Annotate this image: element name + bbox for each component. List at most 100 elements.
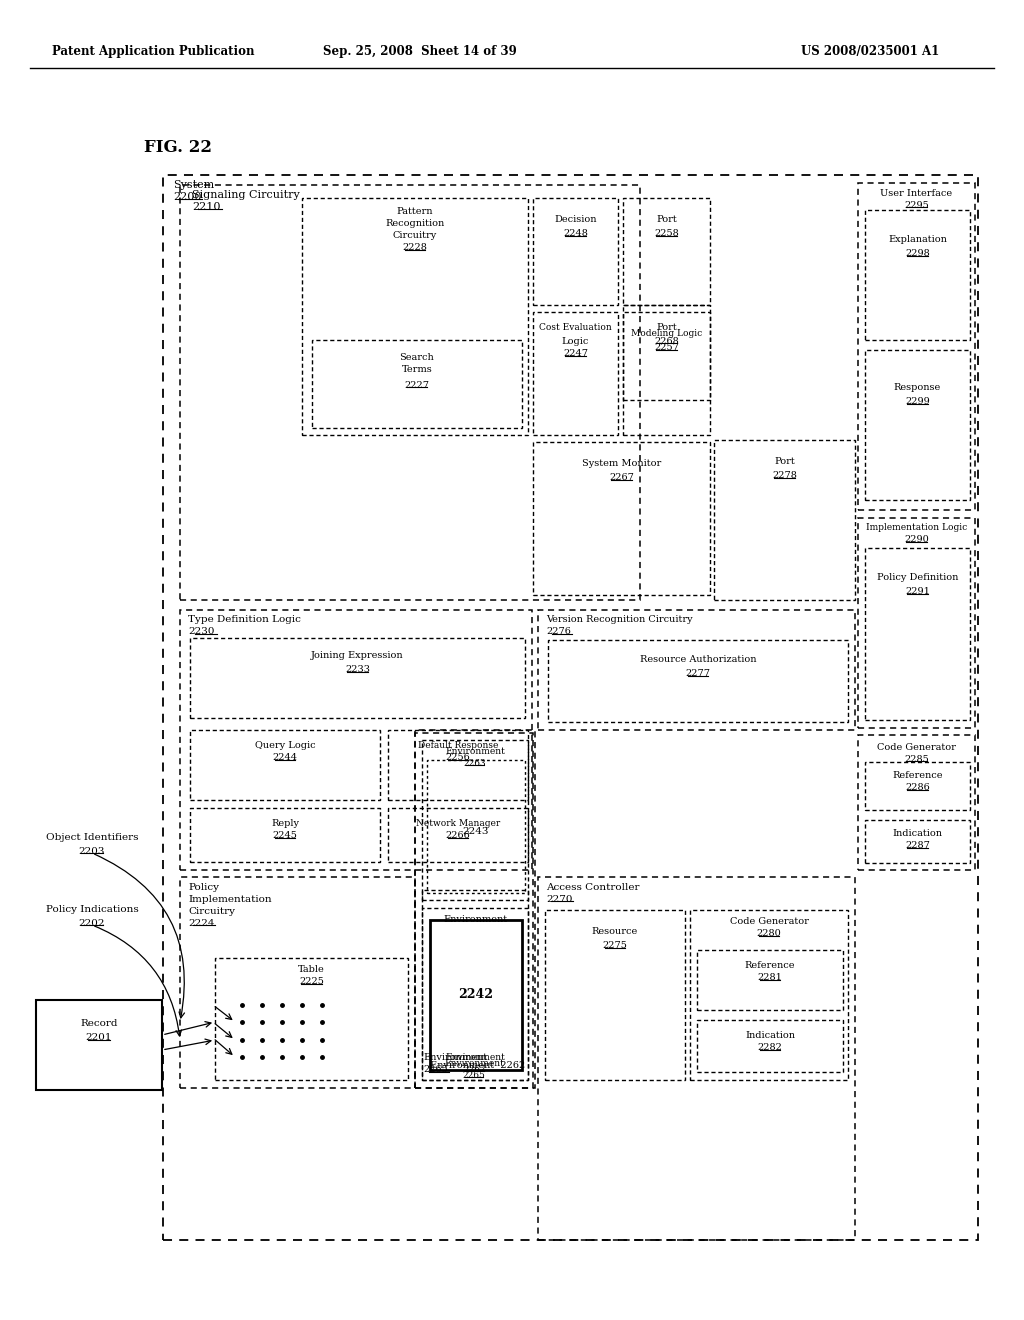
Bar xyxy=(858,735,975,870)
Bar xyxy=(302,198,528,436)
Bar xyxy=(180,876,415,1088)
Bar xyxy=(422,741,528,900)
Bar xyxy=(697,950,843,1010)
Bar xyxy=(422,908,528,1080)
Text: Recognition: Recognition xyxy=(385,219,444,228)
Text: Environment: Environment xyxy=(445,1053,505,1063)
Text: 2203: 2203 xyxy=(79,846,105,855)
Bar xyxy=(215,958,408,1080)
Text: Indication: Indication xyxy=(745,1031,795,1040)
Text: 2245: 2245 xyxy=(272,832,297,841)
Text: 2227: 2227 xyxy=(404,380,429,389)
Text: 2201: 2201 xyxy=(86,1034,113,1043)
Text: Terms: Terms xyxy=(401,366,432,375)
Text: System Monitor: System Monitor xyxy=(582,459,662,469)
Text: 2270: 2270 xyxy=(546,895,572,903)
Text: Sep. 25, 2008  Sheet 14 of 39: Sep. 25, 2008 Sheet 14 of 39 xyxy=(324,45,517,58)
Text: 2265: 2265 xyxy=(463,1071,485,1080)
Bar xyxy=(534,442,710,595)
Text: Network Manager: Network Manager xyxy=(416,818,500,828)
Text: Code Generator: Code Generator xyxy=(878,742,956,751)
Text: 2285: 2285 xyxy=(904,755,929,763)
Text: 2225: 2225 xyxy=(299,978,324,986)
Bar xyxy=(623,312,710,436)
Text: FIG. 22: FIG. 22 xyxy=(144,140,212,157)
Text: Version Recognition Circuitry: Version Recognition Circuitry xyxy=(546,615,692,624)
Text: 2286: 2286 xyxy=(905,784,930,792)
Text: Explanation: Explanation xyxy=(888,235,947,244)
Text: Search: Search xyxy=(399,354,434,363)
Text: Policy: Policy xyxy=(188,883,219,891)
Text: 2233: 2233 xyxy=(345,665,370,675)
Bar xyxy=(534,198,618,305)
Text: Response: Response xyxy=(894,384,941,392)
Text: 2224: 2224 xyxy=(188,919,214,928)
Bar xyxy=(858,183,975,510)
Text: Policy Indications: Policy Indications xyxy=(46,906,138,915)
Bar xyxy=(415,730,535,1088)
Text: Indication: Indication xyxy=(893,829,942,838)
Bar xyxy=(430,920,522,1071)
Bar xyxy=(865,350,970,500)
Bar xyxy=(190,638,525,718)
Bar xyxy=(623,198,710,305)
Text: 2299: 2299 xyxy=(905,397,930,407)
Text: 2243: 2243 xyxy=(463,828,489,836)
Bar xyxy=(427,760,525,894)
Text: Port: Port xyxy=(774,458,795,466)
Text: Joining Expression: Joining Expression xyxy=(311,652,403,660)
Text: 2276: 2276 xyxy=(546,627,570,636)
Text: 2265: 2265 xyxy=(423,1065,447,1074)
Text: 2290: 2290 xyxy=(904,536,929,544)
Text: 2248: 2248 xyxy=(563,230,588,239)
Text: 2244: 2244 xyxy=(272,754,298,763)
Bar xyxy=(312,341,522,428)
Text: 2247: 2247 xyxy=(563,350,588,359)
Text: 2267: 2267 xyxy=(609,474,634,483)
Text: Code Generator: Code Generator xyxy=(729,917,808,927)
Text: 2242: 2242 xyxy=(459,989,494,1002)
Text: Logic: Logic xyxy=(562,337,589,346)
Bar xyxy=(690,909,848,1080)
Text: 2277: 2277 xyxy=(685,669,711,678)
Bar xyxy=(190,730,380,800)
Text: Resource: Resource xyxy=(592,928,638,936)
Text: Modeling Logic: Modeling Logic xyxy=(631,330,702,338)
Text: Circuitry: Circuitry xyxy=(393,231,437,240)
Bar xyxy=(538,876,855,1239)
Bar xyxy=(534,312,618,436)
Bar xyxy=(36,1001,162,1090)
Text: 2291: 2291 xyxy=(905,587,930,597)
Text: Reference: Reference xyxy=(744,961,796,969)
Text: Pattern: Pattern xyxy=(396,207,433,216)
Text: Default Response: Default Response xyxy=(418,741,499,750)
Text: Patent Application Publication: Patent Application Publication xyxy=(52,45,255,58)
Text: 2298: 2298 xyxy=(905,249,930,259)
Text: 2278: 2278 xyxy=(772,471,797,480)
Bar xyxy=(623,305,710,400)
Text: Environment: Environment xyxy=(444,1059,504,1068)
Bar xyxy=(714,440,855,601)
Text: Port: Port xyxy=(656,322,677,331)
Text: 2281: 2281 xyxy=(758,974,782,982)
Text: Access Controller: Access Controller xyxy=(546,883,640,891)
Text: Environment: Environment xyxy=(445,747,505,756)
Text: Implementation: Implementation xyxy=(188,895,271,903)
Text: Query Logic: Query Logic xyxy=(255,741,315,750)
Bar xyxy=(545,909,685,1080)
Text: Object Identifiers: Object Identifiers xyxy=(46,833,138,842)
Bar xyxy=(190,808,380,862)
Bar xyxy=(180,185,640,601)
Text: Environment: Environment xyxy=(423,1053,487,1063)
Text: Policy Definition: Policy Definition xyxy=(877,573,958,582)
Bar xyxy=(180,610,532,870)
Text: 2262: 2262 xyxy=(464,1064,486,1073)
Bar xyxy=(415,733,534,1088)
Text: 2210: 2210 xyxy=(193,202,220,213)
Text: 2280: 2280 xyxy=(757,929,781,939)
Text: 2202: 2202 xyxy=(79,919,105,928)
Text: US 2008/0235001 A1: US 2008/0235001 A1 xyxy=(801,45,939,58)
Text: System: System xyxy=(173,180,214,190)
Text: Implementation Logic: Implementation Logic xyxy=(866,524,967,532)
Text: 2258: 2258 xyxy=(654,230,679,239)
